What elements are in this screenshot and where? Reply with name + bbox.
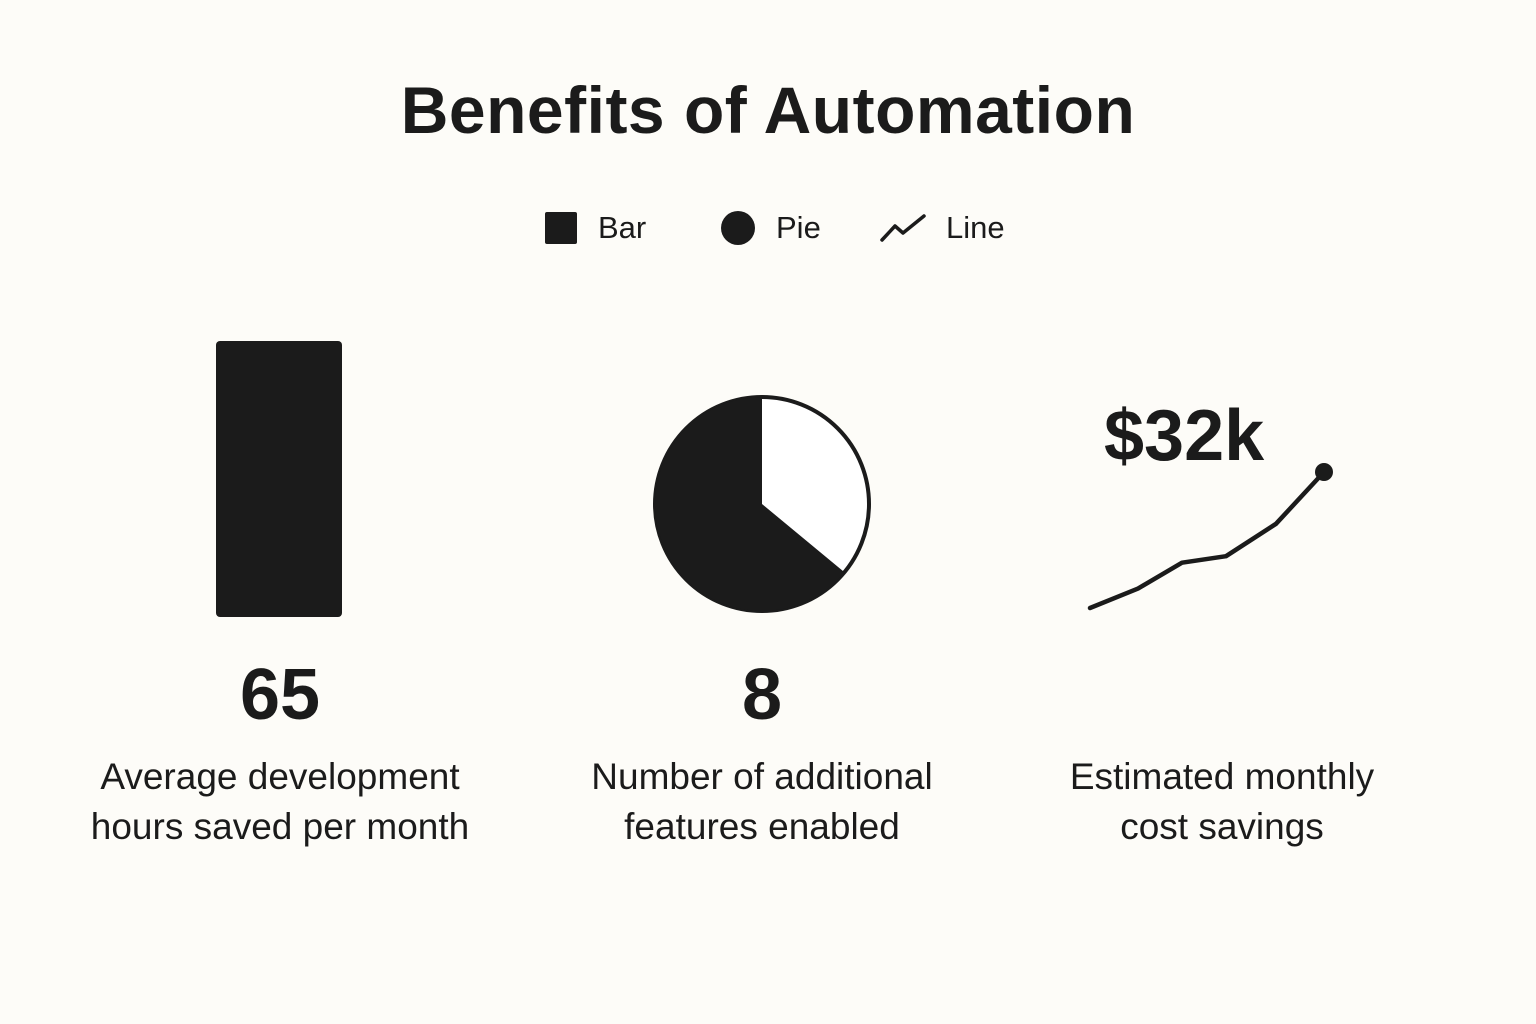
line-description-line-1: Estimated monthly [1069, 756, 1375, 797]
pie-description-line-1: Number of additional [591, 756, 933, 797]
pie-description: Number of additional features enabled [522, 752, 1002, 852]
line-icon [880, 214, 926, 242]
bar-description-line-1: Average development [100, 756, 460, 797]
chart-title: Benefits of Automation [400, 73, 1136, 147]
bar-mark [216, 341, 342, 617]
bar-value: 65 [239, 655, 321, 735]
bar-description: Average development hours saved per mont… [40, 752, 520, 852]
circle-icon [721, 211, 755, 245]
legend-label-pie: Pie [776, 210, 821, 245]
bar-description-line-2: hours saved per month [90, 806, 470, 847]
line-description: Estimated monthly cost savings [982, 752, 1462, 852]
line-value: $32k [1104, 396, 1265, 476]
legend-label-bar: Bar [598, 210, 647, 245]
square-icon [545, 212, 577, 244]
panel-bar: 65 Average development hours saved per m… [40, 320, 520, 880]
legend-item-bar: Bar [544, 200, 646, 256]
legend: Bar Pie Line [0, 200, 1536, 256]
bar-chart [216, 341, 342, 617]
panel-pie: 8 Number of additional features enabled [522, 320, 1002, 880]
pie-chart [653, 395, 871, 613]
line-chart [1087, 463, 1333, 611]
pie-value: 8 [741, 655, 783, 735]
legend-item-line: Line [880, 200, 1005, 256]
line-description-line-2: cost savings [1120, 806, 1324, 847]
pie-description-line-2: features enabled [624, 806, 900, 847]
legend-item-pie: Pie [720, 200, 821, 256]
line-end-point [1315, 463, 1333, 481]
line-series [1087, 469, 1327, 611]
pie-slice-filled [654, 397, 845, 611]
panel-line: $32k Estimated monthly cost savings [982, 320, 1462, 880]
legend-label-line: Line [946, 210, 1005, 245]
